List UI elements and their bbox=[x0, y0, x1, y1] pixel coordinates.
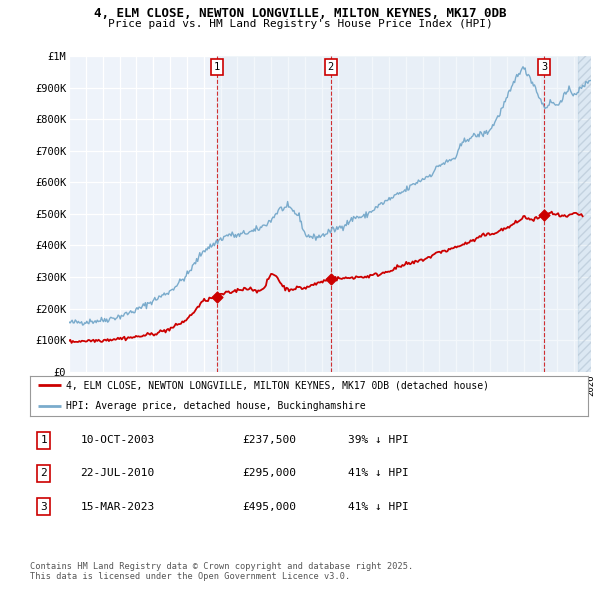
Bar bbox=[578, 56, 595, 372]
Text: 3: 3 bbox=[41, 502, 47, 512]
Bar bbox=[331, 56, 544, 372]
Text: Contains HM Land Registry data © Crown copyright and database right 2025.
This d: Contains HM Land Registry data © Crown c… bbox=[30, 562, 413, 581]
Bar bbox=[578, 56, 595, 372]
Text: 1: 1 bbox=[41, 435, 47, 445]
Text: £237,500: £237,500 bbox=[242, 435, 296, 445]
Bar bbox=[544, 56, 578, 372]
Text: 39% ↓ HPI: 39% ↓ HPI bbox=[348, 435, 409, 445]
Bar bbox=[217, 56, 331, 372]
Text: 2: 2 bbox=[41, 468, 47, 478]
Text: 4, ELM CLOSE, NEWTON LONGVILLE, MILTON KEYNES, MK17 0DB (detached house): 4, ELM CLOSE, NEWTON LONGVILLE, MILTON K… bbox=[66, 381, 489, 391]
Text: 4, ELM CLOSE, NEWTON LONGVILLE, MILTON KEYNES, MK17 0DB: 4, ELM CLOSE, NEWTON LONGVILLE, MILTON K… bbox=[94, 7, 506, 20]
Text: 2: 2 bbox=[328, 62, 334, 72]
Text: £295,000: £295,000 bbox=[242, 468, 296, 478]
Text: £495,000: £495,000 bbox=[242, 502, 296, 512]
Text: 22-JUL-2010: 22-JUL-2010 bbox=[80, 468, 154, 478]
Point bbox=[212, 292, 221, 301]
Text: 10-OCT-2003: 10-OCT-2003 bbox=[80, 435, 154, 445]
Text: 1: 1 bbox=[214, 62, 220, 72]
Text: 41% ↓ HPI: 41% ↓ HPI bbox=[348, 468, 409, 478]
Point bbox=[326, 274, 335, 283]
Point bbox=[539, 211, 549, 220]
Text: 3: 3 bbox=[541, 62, 547, 72]
Text: 15-MAR-2023: 15-MAR-2023 bbox=[80, 502, 154, 512]
Text: Price paid vs. HM Land Registry's House Price Index (HPI): Price paid vs. HM Land Registry's House … bbox=[107, 19, 493, 30]
Text: 41% ↓ HPI: 41% ↓ HPI bbox=[348, 502, 409, 512]
Text: HPI: Average price, detached house, Buckinghamshire: HPI: Average price, detached house, Buck… bbox=[66, 401, 366, 411]
